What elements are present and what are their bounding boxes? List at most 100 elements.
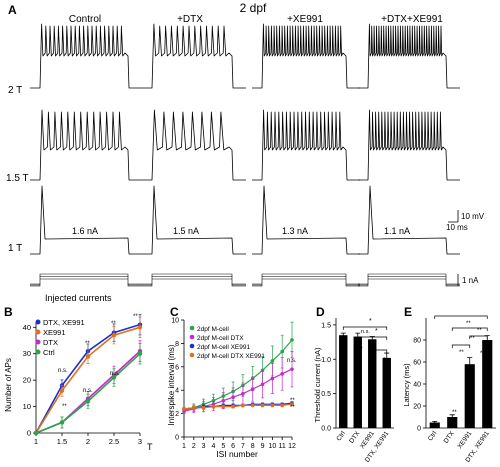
legend-marker-dtx: [35, 339, 41, 345]
injected-currents-label: Injected currents: [45, 293, 112, 303]
trace-2-1: [252, 109, 360, 181]
injected-current-3: [358, 273, 460, 287]
y-tick-label-1: 20: [413, 404, 421, 411]
x-tick-label-0: Ctrl: [427, 430, 439, 443]
y-tick-label-1: 0.5: [321, 391, 331, 398]
series-3-point-11: [290, 402, 294, 407]
bar-0: [429, 422, 440, 428]
y-tick-label-4: 40: [23, 323, 31, 332]
y-tick-label-3: 30: [23, 349, 31, 358]
y-tick-label-3: 1.5: [321, 322, 331, 329]
y-tick-label-1: 2: [175, 411, 179, 418]
panel-e-annotation-2: **: [467, 373, 472, 379]
y-tick-label-2: 1.0: [321, 357, 331, 364]
x-tick-label-3: 4: [212, 443, 216, 450]
significance-bracket-1: [357, 336, 388, 340]
errorbar-1: [449, 414, 455, 420]
x-tick-label-3: 2.5: [109, 437, 119, 446]
panel-a-label: A: [8, 3, 17, 17]
bar-2: [464, 364, 475, 428]
x-tick-label-1: 2: [192, 443, 196, 450]
trace-1-1: [142, 109, 246, 181]
x-tick-label-0: Ctrl: [335, 430, 347, 443]
trace-0-2: [30, 185, 142, 255]
panel-e-annotation-7: **: [466, 321, 471, 327]
panel-d-annotation-1: n.s.: [339, 344, 348, 350]
errorbar-2: [467, 357, 473, 371]
x-tick-label-0: 1: [182, 443, 186, 450]
series-3-point-0: [182, 407, 186, 411]
errorbar-0: [432, 421, 438, 424]
y-tick-label-2: 40: [413, 382, 421, 389]
threshold-current-control: 1.6 nA: [72, 226, 98, 236]
trace-2-2: [252, 185, 360, 255]
legend-marker-mcell-dtx-xe991: [189, 352, 195, 358]
scale-bar-voltage: [448, 210, 459, 223]
series-3-point-4: [137, 351, 143, 356]
legend-marker-mcell-xe991: [189, 343, 195, 349]
condition-label-xe991: +XE991: [287, 14, 323, 25]
panel-b-chart: 0 10 20 30 40 1 1.5 2 2.5 3: [23, 313, 143, 446]
errorbar-3: [384, 352, 390, 363]
y-tick-label-1: 10: [23, 402, 31, 411]
legend-label-mcell-dtx-xe991: 2dpf M-cell DTX XE991: [197, 353, 265, 360]
x-tick-label-1: DTX: [443, 430, 457, 445]
condition-label-dtx: +DTX: [177, 14, 203, 25]
y-tick-label-0: 0: [175, 435, 179, 442]
panel-e-ylabel: Latency (ms): [402, 363, 411, 407]
y-tick-label-2: 4: [175, 388, 179, 395]
series-0-point-10: [280, 349, 284, 354]
series-1-point-8: [260, 382, 265, 387]
series-3-point-1: [59, 420, 65, 425]
series-1-point-2: [85, 354, 91, 359]
series-3-point-1: [192, 405, 196, 410]
bar-1: [353, 336, 362, 428]
significance-bracket-1: [451, 327, 488, 331]
trace-3-1: [358, 109, 460, 181]
x-tick-label-2: XE991: [456, 430, 473, 450]
voltage-traces: [30, 23, 460, 287]
panel-b-annotation-2: **: [62, 404, 67, 410]
series-0-point-9: [270, 359, 275, 363]
x-tick-label-5: 6: [231, 443, 235, 450]
y-tick-label-2: 20: [23, 376, 31, 385]
legend-label-mcell: 2dpf M-cell: [197, 326, 229, 333]
series-3-point-3: [211, 404, 216, 409]
series-3-point-7: [250, 403, 255, 408]
series-0-point-8: [260, 368, 265, 373]
errorbar-2: [369, 336, 375, 343]
trace-1-0: [142, 23, 246, 89]
panel-b-ylabel: Number of APs: [4, 358, 13, 412]
series-3-point-9: [270, 403, 275, 408]
series-1-point-4: [221, 398, 226, 403]
y-tick-label-4: 80: [413, 338, 421, 345]
panel-b-label: B: [4, 305, 13, 319]
condition-label-dtx-xe991: +DTX+XE991: [381, 14, 443, 25]
panel-d-annotation-6: *: [383, 357, 386, 364]
series-3-point-6: [241, 403, 245, 408]
row-label-1-5t: 1.5 T: [6, 173, 29, 184]
y-tick-label-4: 8: [175, 341, 179, 348]
panel-d-label: D: [316, 305, 325, 319]
trace-3-2: [358, 185, 460, 255]
legend-marker-dtx-xe991: [35, 319, 41, 325]
trace-1-2: [142, 185, 246, 255]
x-tick-label-6: 7: [241, 443, 245, 450]
threshold-current-dtx-xe991: 1.1 nA: [384, 226, 410, 236]
panel-e-annotation-6: **: [477, 328, 482, 334]
x-tick-label-4: 3: [138, 437, 142, 446]
panel-b-legend: DTX, XE991 XE991 DTX Ctrl: [35, 318, 85, 357]
y-tick-label-3: 60: [413, 360, 421, 367]
panel-b-xlabel: T: [147, 442, 153, 452]
panel-c-legend: 2dpf M-cell 2dpf M-cell DTX 2dpf M-cell …: [189, 325, 265, 360]
panel-c-annotation-3: **: [290, 405, 295, 411]
injected-current-1: [142, 273, 246, 287]
significance-bracket-3: [469, 335, 488, 339]
series-0-point-11: [290, 338, 294, 342]
series-3-point-3: [111, 375, 117, 380]
scale-label-current: 1 nA: [462, 276, 479, 285]
threshold-current-xe991: 1.3 nA: [282, 226, 308, 236]
panel-e-annotation-3: **: [480, 351, 485, 357]
